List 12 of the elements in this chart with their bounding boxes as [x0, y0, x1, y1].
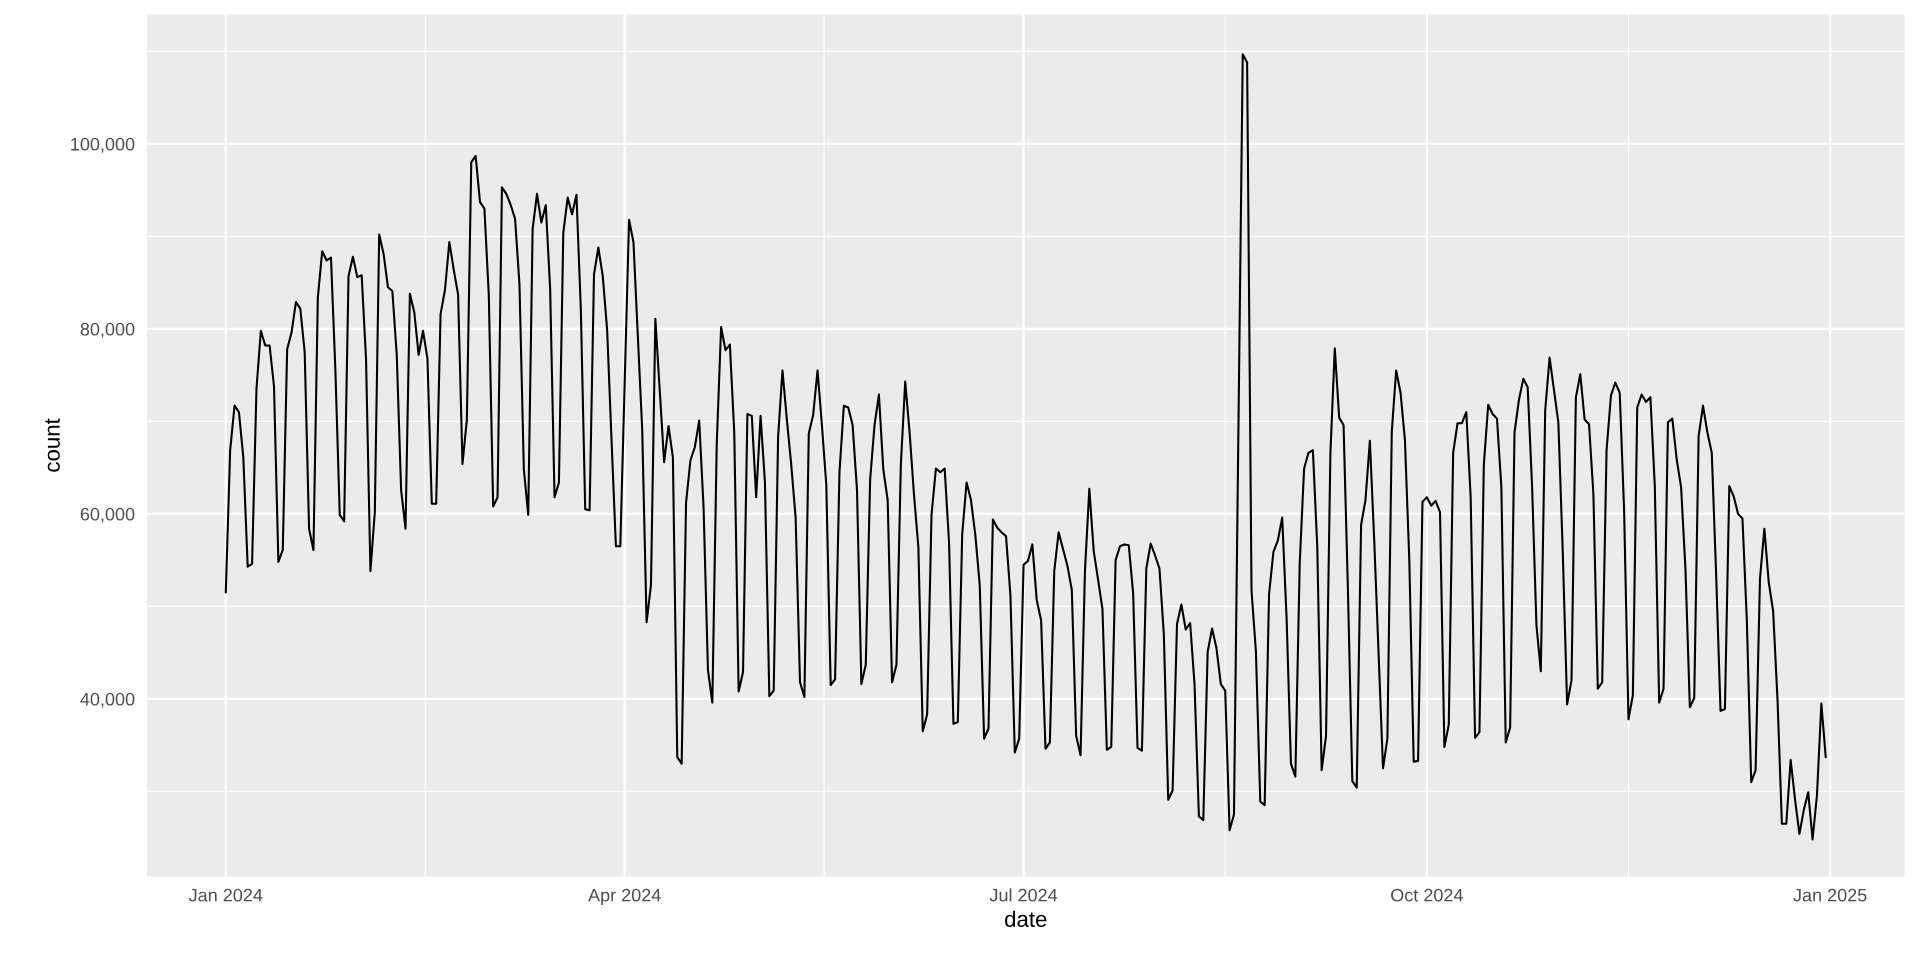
y-tick-label: 80,000 — [80, 322, 135, 338]
y-tick-label: 100,000 — [71, 137, 135, 153]
y-tick-label: 40,000 — [80, 692, 135, 708]
x-tick-label: Jul 2024 — [989, 888, 1058, 902]
y-tick-label: 60,000 — [80, 507, 135, 523]
x-tick-label: Jan 2025 — [1793, 888, 1867, 902]
x-tick-label: Jan 2024 — [188, 888, 263, 902]
y-axis-title: count — [45, 418, 60, 472]
line-series — [224, 53, 1827, 841]
x-axis-title: date — [1005, 910, 1047, 927]
x-tick-label: Apr 2024 — [588, 888, 661, 906]
x-tick-label: Oct 2024 — [1391, 888, 1463, 902]
